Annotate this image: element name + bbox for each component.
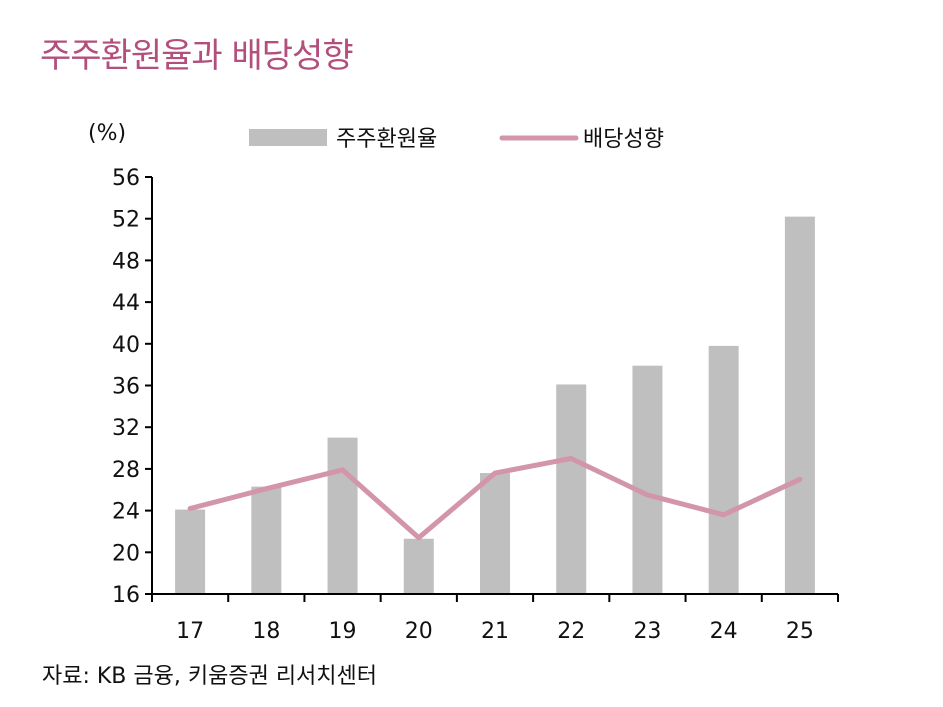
y-tick-label: 36 [112,375,140,400]
bar-22 [556,384,587,594]
bar-21 [480,473,510,594]
y-tick-label: 28 [112,458,140,483]
bar-17 [175,509,206,594]
y-tick-label: 44 [112,291,140,316]
x-tick-label: 22 [557,619,585,644]
chart-title: 주주환원율과 배당성향 [40,36,354,76]
x-tick-label: 21 [481,619,509,644]
y-axis-unit: (%) [88,121,126,146]
x-tick-label: 18 [252,619,280,644]
y-tick-label: 32 [112,416,140,441]
y-tick-label: 52 [112,208,140,233]
x-tick-label: 20 [405,619,433,644]
y-tick-label: 40 [112,333,140,358]
y-tick-label: 56 [112,166,140,191]
source-note: 자료: KB 금융, 키움증권 리서치센터 [42,664,378,689]
x-tick-label: 23 [633,619,661,644]
x-tick-label: 25 [786,619,814,644]
y-tick-label: 16 [112,583,140,608]
x-tick-label: 24 [710,619,738,644]
y-tick-label: 24 [112,500,140,525]
legend-label-line: 배당성향 [583,127,664,152]
x-tick-label: 17 [176,619,204,644]
legend-label-bar: 주주환원율 [336,127,437,152]
bar-18 [251,486,282,594]
bar-20 [403,538,434,594]
x-tick-label: 19 [329,619,357,644]
legend-bar-swatch [249,129,327,146]
bar-24 [708,345,739,594]
bar-23 [632,365,663,594]
bar-19 [327,437,358,594]
y-tick-label: 48 [112,249,140,274]
y-tick-label: 20 [112,541,140,566]
bar-25 [784,216,815,595]
